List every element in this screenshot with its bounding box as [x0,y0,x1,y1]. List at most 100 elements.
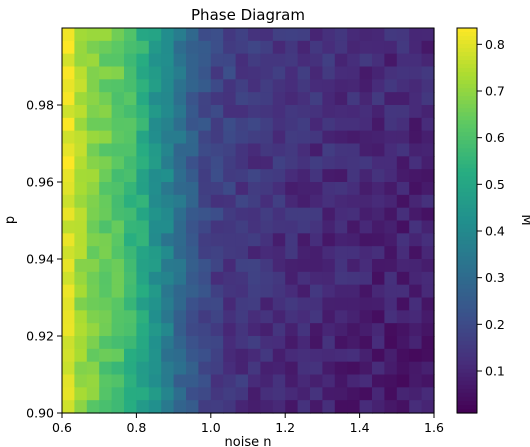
heatmap-cell [74,182,88,196]
heatmap-cell [111,156,125,170]
heatmap-cell [74,259,88,273]
heatmap-cell [74,348,88,363]
heatmap-cell [409,297,423,311]
heatmap-cell [86,400,100,414]
heatmap-cell [272,233,286,247]
heatmap-cell [186,92,199,106]
heatmap-cell [322,297,336,311]
heatmap-cell [186,28,199,42]
heatmap-cell [347,79,361,93]
heatmap-cell [248,207,261,222]
heatmap-cell [409,117,423,132]
heatmap-cell [272,361,286,376]
heatmap-cell [62,169,75,183]
heatmap-cell [272,194,286,209]
heatmap-cell [124,336,137,350]
heatmap-cell [198,182,212,196]
heatmap-cell [409,246,423,260]
heatmap-cell [347,387,361,401]
heatmap-cell [409,284,423,299]
heatmap-cell [272,66,286,80]
heatmap-cell [396,143,410,157]
heatmap-cell [396,284,410,299]
heatmap-cell [310,361,323,376]
heatmap-cell [161,66,175,80]
heatmap-cell [198,336,212,350]
heatmap-cell [260,297,274,311]
heatmap-cell [322,28,336,42]
heatmap-cell [86,361,100,376]
heatmap-cell [297,79,311,93]
heatmap-cell [99,374,113,388]
heatmap-cell [161,271,175,286]
heatmap-cell [173,374,187,388]
colorbar-segment [457,32,477,37]
heatmap-cell [74,143,88,157]
heatmap-cell [161,323,175,337]
heatmap-cell [148,387,162,401]
colorbar-segment [457,364,477,370]
heatmap-cell [359,336,373,350]
heatmap-cell [186,284,199,299]
colorbar-ticks: 0.1 0.2 0.3 0.4 0.5 0.6 0.7 0.8 [477,37,505,379]
heatmap-cell [260,117,274,132]
colorbar-segment [457,360,477,366]
heatmap-cell [260,271,274,286]
heatmap-cell [223,336,237,350]
heatmap-cell [372,40,385,55]
heatmap-cell [396,207,410,222]
heatmap-cell [359,92,373,106]
heatmap-cell [310,156,323,170]
colorbar-segment [457,248,477,254]
heatmap-cell [272,105,286,119]
heatmap-cell [74,220,88,234]
heatmap-cell [235,284,249,299]
heatmap-cell [310,220,323,234]
heatmap-cell [148,105,162,119]
heatmap-cell [99,53,113,68]
heatmap-cell [248,53,261,68]
heatmap-cell [173,207,187,222]
colorbar-tick-label: 0.8 [485,37,505,52]
heatmap-cell [310,323,323,337]
heatmap-cell [260,156,274,170]
heatmap-cell [334,105,348,119]
heatmap-cell [86,194,100,209]
heatmap-cell [409,207,423,222]
heatmap-cell [322,169,336,183]
heatmap-cell [161,194,175,209]
heatmap-cell [136,130,150,145]
heatmap-cell [272,374,286,388]
heatmap-cell [359,233,373,247]
heatmap-cell [111,361,125,376]
heatmap-cell [384,130,398,145]
heatmap-cell [210,92,224,106]
heatmap-cell [223,66,237,80]
heatmap-cell [111,271,125,286]
heatmap-cell [359,220,373,234]
heatmap-cell [334,400,348,414]
heatmap-cell [334,271,348,286]
heatmap-cell [136,246,150,260]
heatmap-cell [359,105,373,119]
heatmap-cell [124,66,137,80]
heatmap-cell [322,40,336,55]
heatmap-cell [136,374,150,388]
heatmap-cell [148,130,162,145]
heatmap-cell [421,169,435,183]
colorbar-segment [457,312,477,318]
heatmap-cell [334,220,348,234]
heatmap-cell [235,40,249,55]
heatmap-cell [347,310,361,324]
heatmap-cell [86,246,100,260]
heatmap-cell [235,207,249,222]
heatmap-cell [148,28,162,42]
heatmap-cell [248,220,261,234]
heatmap-cell [62,130,75,145]
heatmap-cell [210,117,224,132]
heatmap-cell [198,169,212,183]
heatmap-cell [384,194,398,209]
heatmap-cell [148,374,162,388]
heatmap-cell [421,297,435,311]
heatmap-cell [173,297,187,311]
